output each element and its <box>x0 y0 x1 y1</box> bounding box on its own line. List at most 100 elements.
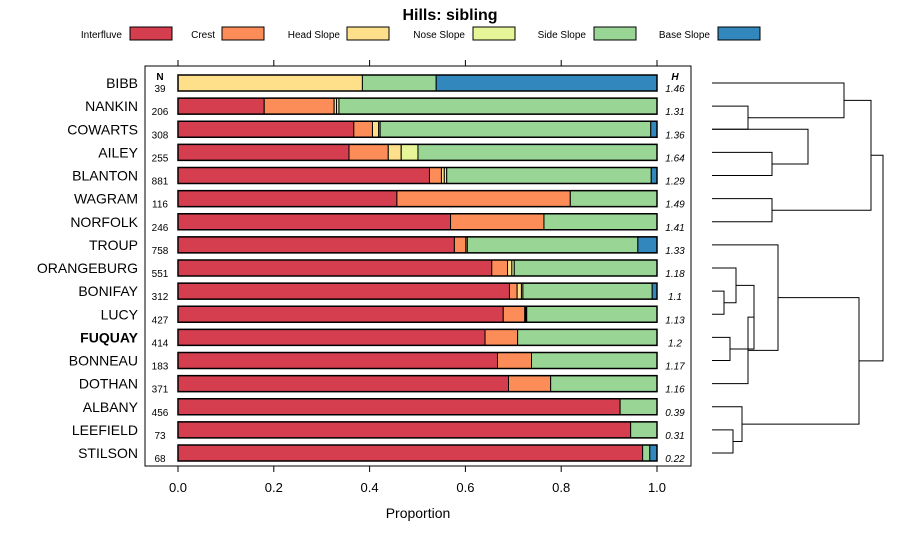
dendrogram-branch <box>712 406 743 442</box>
bar-segment-crest <box>353 120 373 138</box>
bar-segment-interfluve <box>177 444 644 462</box>
bar-outline <box>177 444 658 462</box>
legend-swatch <box>472 26 516 41</box>
row-h-value: 1.18 <box>665 269 685 280</box>
bar-segment-side-slope <box>642 444 651 462</box>
row-label: DOTHAN <box>79 376 138 392</box>
bar-outline <box>177 421 658 439</box>
dendrogram-branch <box>772 99 872 211</box>
bar-segment-head-slope <box>507 259 513 277</box>
bar-outline <box>177 143 658 162</box>
bar-outline <box>177 120 658 138</box>
bar-segment-side-slope <box>466 236 639 254</box>
row-n-value: 39 <box>154 84 166 95</box>
row-nankin: NANKIN 206 1.31 <box>85 97 685 118</box>
x-tick-label: 0.8 <box>552 480 570 495</box>
bar-segment-side-slope <box>379 120 652 138</box>
dendrogram-branch <box>712 429 734 454</box>
bar-segment-crest <box>396 190 571 208</box>
bar-segment-interfluve <box>177 97 265 115</box>
n-column-header: N <box>156 72 163 83</box>
x-tick-label: 0.2 <box>265 480 283 495</box>
row-h-value: 1.46 <box>665 84 685 95</box>
bar-segment-base-slope <box>650 167 658 184</box>
row-n-value: 758 <box>152 246 169 257</box>
row-label: FUQUAY <box>80 329 138 345</box>
legend-swatch <box>593 26 637 41</box>
row-wagram: WAGRAM 116 1.49 <box>74 189 685 211</box>
x-axis: 0.0 0.2 0.4 0.6 0.8 1.0 <box>169 60 666 495</box>
row-ailey: AILEY 255 1.64 <box>98 143 685 164</box>
h-column-header: H <box>671 72 679 83</box>
bar-outline <box>177 74 658 92</box>
legend: Interfluve Crest Head Slope Nose Slope Side … <box>81 26 761 41</box>
row-label: ORANGEBURG <box>37 260 138 276</box>
bar-outline <box>177 351 658 370</box>
legend-swatch <box>717 26 761 41</box>
bar-segment-interfluve <box>177 352 498 369</box>
dendrogram-branch <box>712 290 725 315</box>
x-axis-label: Proportion <box>386 505 451 521</box>
bar-segment-interfluve <box>177 398 621 416</box>
row-h-value: 1.16 <box>665 385 685 396</box>
bar-segment-nose-slope <box>400 143 419 161</box>
row-h-value: 1.41 <box>665 223 684 234</box>
bar-segment-interfluve <box>177 143 350 161</box>
dendrogram-branch <box>712 198 773 223</box>
legend-label: Interfluve <box>81 30 123 41</box>
x-tick-label: 0.6 <box>456 480 474 495</box>
row-n-value: 183 <box>152 362 169 373</box>
row-h-value: 1.64 <box>665 153 685 164</box>
bar-outline <box>177 305 658 323</box>
bar-segment-side-slope <box>630 421 658 439</box>
dendrogram-branch <box>859 154 884 362</box>
bar-outline <box>177 213 658 231</box>
row-n-value: 308 <box>152 130 169 141</box>
bar-segment-base-slope <box>649 444 658 462</box>
bar-segment-side-slope <box>531 352 658 369</box>
bar-outline <box>177 189 658 208</box>
bar-segment-crest <box>491 259 509 277</box>
bar-segment-side-slope <box>522 282 653 300</box>
row-label: BLANTON <box>72 168 138 184</box>
row-n-value: 414 <box>152 338 169 349</box>
row-n-value: 312 <box>152 292 169 303</box>
row-orangeburg: ORANGEBURG 551 1.18 <box>37 259 685 280</box>
bar-segment-interfluve <box>177 328 486 346</box>
bar-segment-interfluve <box>177 282 510 300</box>
bar-segment-interfluve <box>177 259 493 277</box>
row-lucy: LUCY 427 1.13 <box>101 305 685 326</box>
row-stilson: STILSON 68 0.22 <box>78 444 685 465</box>
bar-segment-side-slope <box>361 74 437 92</box>
bar-segment-side-slope <box>338 97 658 115</box>
row-fuquay: FUQUAY 414 1.2 <box>80 328 682 349</box>
x-tick-label: 0.0 <box>169 480 187 495</box>
row-n-value: 551 <box>152 269 169 280</box>
row-h-value: 1.33 <box>665 246 685 257</box>
row-n-value: 73 <box>154 431 166 442</box>
row-bibb: BIBB 39 1.46 <box>106 74 685 95</box>
row-label: LUCY <box>101 306 139 322</box>
bar-segment-side-slope <box>517 328 658 346</box>
dendrogram-branch <box>712 336 731 361</box>
bar-segment-interfluve <box>177 375 510 393</box>
row-h-value: 1.36 <box>665 130 685 141</box>
row-n-value: 456 <box>152 408 169 419</box>
row-n-value: 881 <box>152 177 169 188</box>
legend-swatch <box>129 26 173 41</box>
row-cowarts: COWARTS 308 1.36 <box>67 120 685 141</box>
dendrogram-branch <box>712 316 754 385</box>
bar-segment-crest <box>484 328 519 346</box>
bar-segment-crest <box>508 375 552 393</box>
bar-segment-crest <box>263 97 335 115</box>
bar-segment-crest <box>502 305 526 323</box>
bar-segment-side-slope <box>446 167 652 184</box>
row-label: NANKIN <box>85 98 138 114</box>
row-h-value: 0.39 <box>665 408 685 419</box>
bar-segment-crest <box>508 282 518 300</box>
row-n-value: 427 <box>152 315 169 326</box>
bar-segment-crest <box>348 143 389 161</box>
row-dothan: DOTHAN 371 1.16 <box>79 374 685 396</box>
row-bonneau: BONNEAU 183 1.17 <box>69 351 685 373</box>
